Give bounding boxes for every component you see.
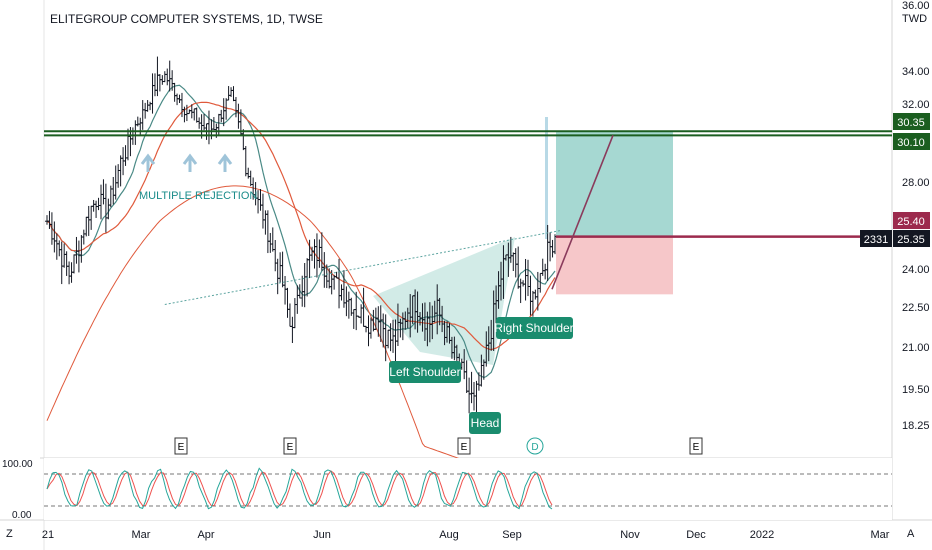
pattern-region (373, 237, 515, 365)
time-label: 2022 (750, 529, 774, 541)
multiple-rejection-label: MULTIPLE REJECTION (139, 190, 257, 202)
event-markers[interactable]: E E E D E (174, 437, 703, 455)
osc-top-label: 100.00 (2, 459, 33, 470)
slow-moving-average (46, 101, 556, 351)
symbol-tag[interactable]: 2331 (864, 234, 888, 246)
profit-zone (556, 131, 673, 237)
oscillator-lines (46, 467, 553, 510)
time-label: Dec (686, 529, 706, 541)
breakout-spike (545, 117, 548, 239)
neckline[interactable] (164, 230, 561, 305)
right-shoulder-label: Right Shoulder (494, 321, 573, 335)
price-tick: 24.00 (902, 264, 930, 276)
chart-title: ELITEGROUP COMPUTER SYSTEMS, 1D, TWSE (50, 12, 323, 26)
time-label: Nov (620, 529, 640, 541)
time-label: Aug (439, 529, 459, 541)
price-tick: 22.50 (902, 302, 930, 314)
price-label-upper-top-box (893, 113, 930, 130)
time-label: 21 (42, 529, 54, 541)
osc-main-line (46, 467, 553, 510)
dividend-marker-letter: D (531, 442, 538, 453)
earnings-marker-4 (689, 437, 703, 455)
time-label: Sep (502, 529, 522, 541)
time-zoom-button[interactable]: Z (6, 528, 13, 540)
left-shoulder-label: Left Shoulder (389, 365, 460, 379)
rejection-arrow-2 (182, 153, 198, 172)
time-axis: 21 Mar Apr Jun Aug Sep Nov Dec 2022 Mar (42, 529, 890, 541)
price-label-last[interactable]: 25.35 (897, 234, 925, 246)
candlesticks (45, 56, 557, 417)
price-label-upper-bottom[interactable]: 30.10 (897, 137, 925, 149)
osc-top-label-bg (0, 457, 40, 469)
rejection-arrow-1 (140, 153, 156, 172)
price-label-last-box (893, 230, 930, 247)
earnings-marker-3 (457, 437, 471, 455)
symbol-tag-box (860, 230, 892, 247)
loss-zone (556, 236, 673, 295)
oscillator-pane[interactable] (44, 458, 892, 520)
earnings-marker-3-letter: E (461, 442, 468, 453)
price-tick: 34.00 (902, 66, 930, 78)
rejection-arrows (140, 153, 233, 172)
projection-line[interactable] (551, 135, 614, 290)
price-label-target-box (893, 212, 930, 229)
right-shoulder-box (496, 317, 573, 339)
currency-label: TWD (902, 13, 927, 25)
time-label: Apr (197, 529, 214, 541)
auto-scale-button[interactable]: A (907, 528, 915, 540)
price-label-upper-bottom-box (893, 133, 930, 150)
rejection-arrow-3 (217, 153, 233, 172)
price-tick: 18.25 (902, 420, 930, 432)
earnings-marker-2 (283, 437, 297, 455)
price-tick: 19.50 (902, 384, 930, 396)
left-shoulder-box (389, 361, 461, 383)
price-label-upper-top[interactable]: 30.35 (897, 117, 925, 129)
earnings-marker-1-letter: E (178, 442, 185, 453)
price-label-target[interactable]: 25.40 (897, 216, 925, 228)
earnings-marker-4-letter: E (693, 442, 700, 453)
earnings-marker-1 (174, 437, 188, 455)
osc-bottom-label: 0.00 (12, 510, 32, 521)
head-label: Head (471, 416, 500, 430)
dividend-marker (526, 437, 544, 455)
time-label: Mar (871, 529, 890, 541)
fast-moving-average (46, 84, 556, 379)
price-tick: 32.00 (902, 99, 930, 111)
time-label: Mar (132, 529, 151, 541)
earnings-marker-2-letter: E (287, 442, 294, 453)
price-tick: 21.00 (902, 342, 930, 354)
head-box (469, 412, 501, 434)
time-label: Jun (313, 529, 331, 541)
price-tick: 36.00 (902, 0, 930, 12)
price-tick: 28.00 (902, 177, 930, 189)
